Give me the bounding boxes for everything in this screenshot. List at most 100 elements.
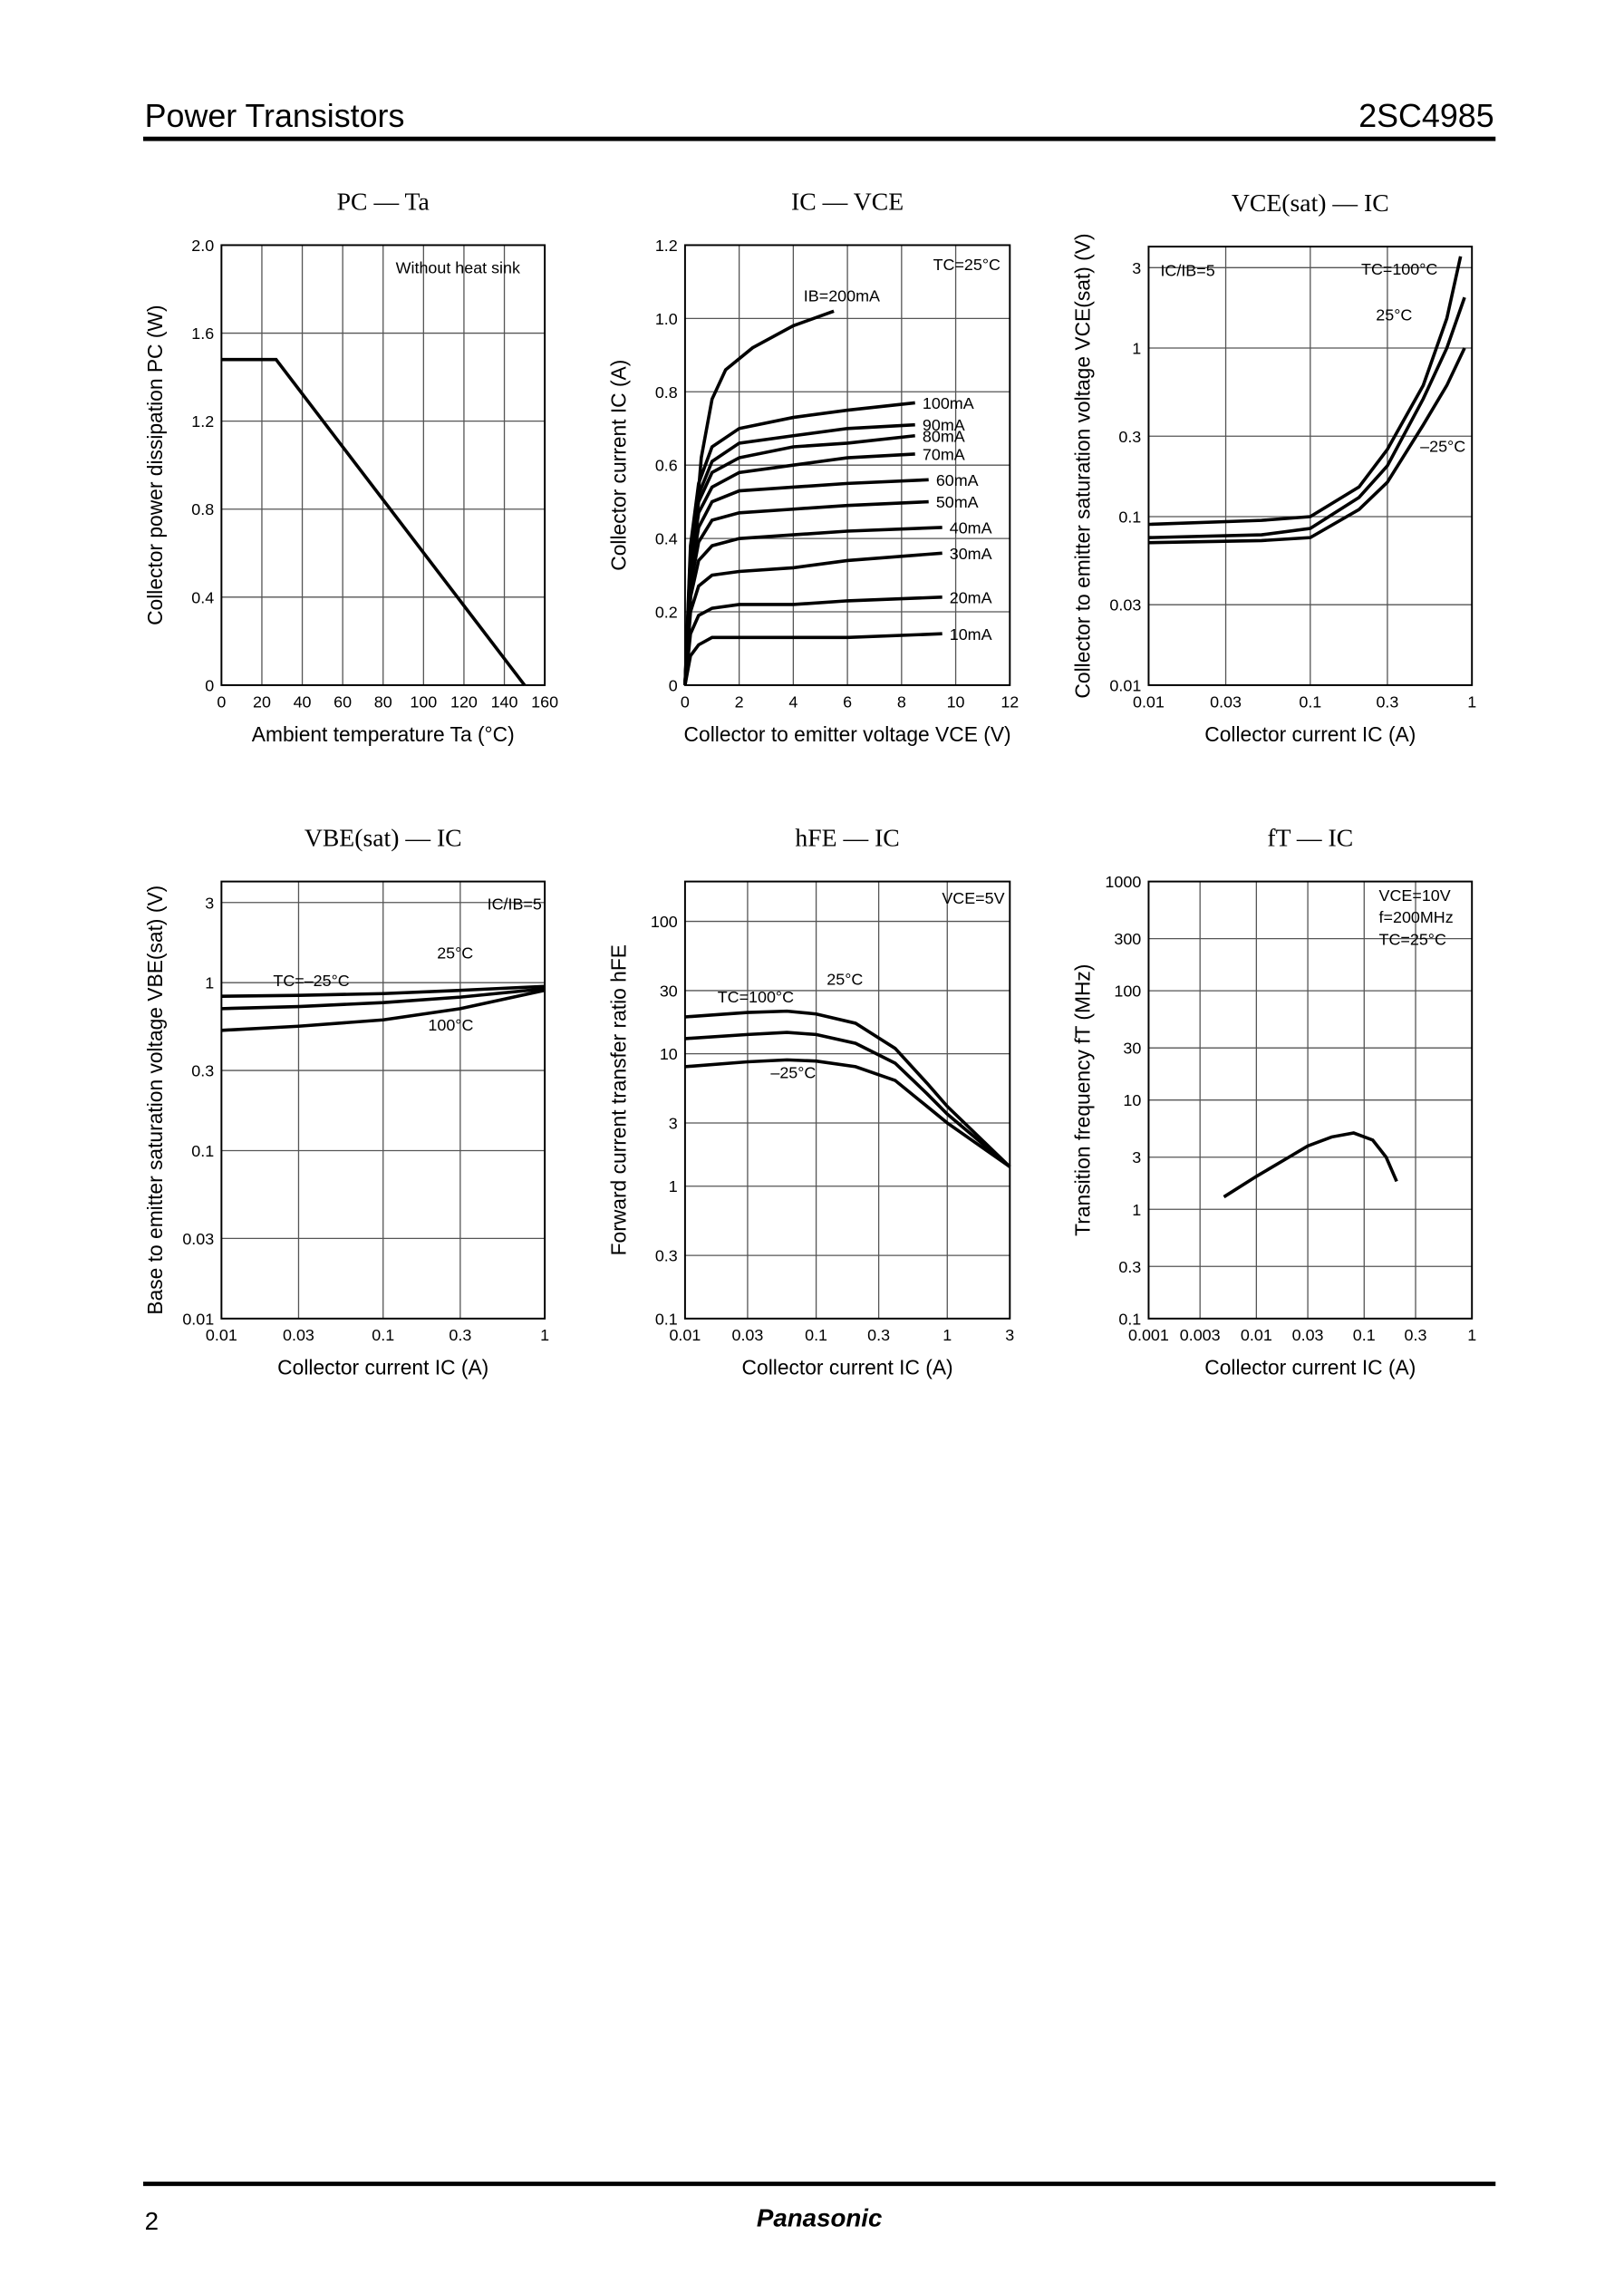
page-number: 2 xyxy=(145,2207,159,2235)
curve xyxy=(683,632,942,686)
x-tick-label: 0 xyxy=(681,692,690,711)
annotation: VCE=10V xyxy=(1379,886,1451,905)
y-tick-label: 1.6 xyxy=(191,324,214,343)
y-tick-label: 0.2 xyxy=(655,604,678,622)
x-tick-label: 0.1 xyxy=(372,1326,394,1344)
annotation: IC/IB=5 xyxy=(1160,262,1214,280)
y-tick-label: 0.1 xyxy=(191,1142,214,1160)
y-tick-label: 30 xyxy=(1123,1040,1141,1058)
chart-title: hFE — IC xyxy=(795,823,899,851)
x-tick-label: 0.1 xyxy=(1353,1326,1376,1344)
chart-title: PC — Ta xyxy=(337,187,430,215)
x-axis-label: Collector current IC (A) xyxy=(742,1356,953,1379)
y-tick-label: 0.01 xyxy=(1109,676,1141,694)
y-tick-label: 0 xyxy=(205,676,214,694)
x-tick-label: 0.03 xyxy=(283,1326,314,1344)
x-tick-label: 0.003 xyxy=(1180,1326,1221,1344)
curve-label: 50mA xyxy=(936,493,979,511)
chart-title: IC — VCE xyxy=(791,187,904,215)
x-tick-label: 1 xyxy=(942,1326,952,1344)
y-tick-label: 0.1 xyxy=(1118,508,1141,526)
x-tick-label: 160 xyxy=(531,692,558,711)
y-tick-label: 30 xyxy=(660,982,678,1000)
x-tick-label: 100 xyxy=(410,692,437,711)
curve-label: –25°C xyxy=(770,1063,816,1081)
x-tick-label: 0.03 xyxy=(1210,692,1242,711)
y-axis-label: Collector current IC (A) xyxy=(607,360,631,571)
curve xyxy=(684,1009,1011,1168)
x-tick-label: 20 xyxy=(253,692,271,711)
x-axis-label: Collector to emitter voltage VCE (V) xyxy=(684,722,1011,746)
curve xyxy=(684,1058,1011,1168)
x-tick-label: 6 xyxy=(843,692,852,711)
x-tick-label: 1 xyxy=(1467,1326,1476,1344)
curve-label: 25°C xyxy=(1376,306,1412,324)
x-tick-label: 0.01 xyxy=(1133,692,1165,711)
y-tick-label: 0.3 xyxy=(191,1062,214,1080)
y-tick-label: 0.1 xyxy=(655,1310,678,1328)
y-tick-label: 0.3 xyxy=(1118,1258,1141,1276)
curve-label: 30mA xyxy=(950,545,992,563)
curve-label: 70mA xyxy=(923,446,965,464)
x-tick-label: 140 xyxy=(491,692,518,711)
x-tick-label: 1 xyxy=(540,1326,549,1344)
x-tick-label: 0.1 xyxy=(805,1326,827,1344)
chart-title: fT — IC xyxy=(1267,823,1353,851)
y-tick-label: 300 xyxy=(1114,930,1141,948)
curve-label: 100°C xyxy=(428,1016,473,1034)
y-tick-label: 0.03 xyxy=(1109,596,1141,615)
x-tick-label: 0.3 xyxy=(1405,1326,1427,1344)
x-tick-label: 120 xyxy=(450,692,478,711)
x-tick-label: 80 xyxy=(374,692,392,711)
x-tick-label: 2 xyxy=(735,692,744,711)
x-axis-label: Collector current IC (A) xyxy=(277,1356,488,1379)
plot-frame xyxy=(220,880,546,1320)
curve xyxy=(683,499,929,686)
curve xyxy=(683,478,929,686)
x-tick-label: 10 xyxy=(947,692,965,711)
annotation: TC=25°C xyxy=(1379,931,1446,949)
y-axis-label: Base to emitter saturation voltage VBE(s… xyxy=(143,886,167,1315)
y-tick-label: 3 xyxy=(205,894,214,912)
x-tick-label: 0.3 xyxy=(867,1326,890,1344)
x-tick-label: 12 xyxy=(1000,692,1019,711)
y-tick-label: 1000 xyxy=(1105,873,1141,891)
x-axis-label: Ambient temperature Ta (°C) xyxy=(252,722,515,746)
y-tick-label: 1.2 xyxy=(191,412,214,431)
plot-frame xyxy=(1147,880,1474,1320)
curve-label: 10mA xyxy=(950,625,992,644)
x-tick-label: 0 xyxy=(217,692,226,711)
curve-label: 80mA xyxy=(923,427,965,445)
x-tick-label: 60 xyxy=(334,692,352,711)
curve-label: TC=100°C xyxy=(718,988,794,1006)
y-tick-label: 1 xyxy=(669,1177,678,1195)
curve xyxy=(683,551,942,686)
x-tick-label: 0.01 xyxy=(1241,1326,1272,1344)
x-tick-label: 0.01 xyxy=(669,1326,701,1344)
curve-label: TC=100°C xyxy=(1361,260,1437,278)
y-tick-label: 0.3 xyxy=(1118,428,1141,446)
curve-label: 60mA xyxy=(936,471,979,489)
x-tick-label: 3 xyxy=(1005,1326,1014,1344)
curve xyxy=(683,452,915,686)
y-axis-label: Collector power dissipation PC (W) xyxy=(143,305,167,624)
curve-label: TC=–25°C xyxy=(273,972,349,990)
y-tick-label: 0.8 xyxy=(655,383,678,402)
brand: Panasonic xyxy=(757,2204,882,2232)
y-tick-label: 0.8 xyxy=(191,500,214,518)
x-tick-label: 4 xyxy=(788,692,798,711)
y-tick-label: 1.0 xyxy=(655,310,678,328)
curve-label: 25°C xyxy=(826,971,863,989)
y-tick-label: 0.3 xyxy=(655,1247,678,1265)
chart-title: VCE(sat) — IC xyxy=(1232,189,1389,217)
x-tick-label: 0.01 xyxy=(206,1326,237,1344)
curve xyxy=(221,357,527,687)
curve-label: 20mA xyxy=(950,588,992,606)
y-tick-label: 1 xyxy=(1132,340,1141,358)
part-number: 2SC4985 xyxy=(1358,98,1494,134)
curve-label: 90mA xyxy=(923,416,965,434)
curve-label: –25°C xyxy=(1420,438,1465,456)
annotation: IC/IB=5 xyxy=(488,895,542,914)
curve xyxy=(1148,296,1466,539)
y-tick-label: 100 xyxy=(651,913,678,931)
